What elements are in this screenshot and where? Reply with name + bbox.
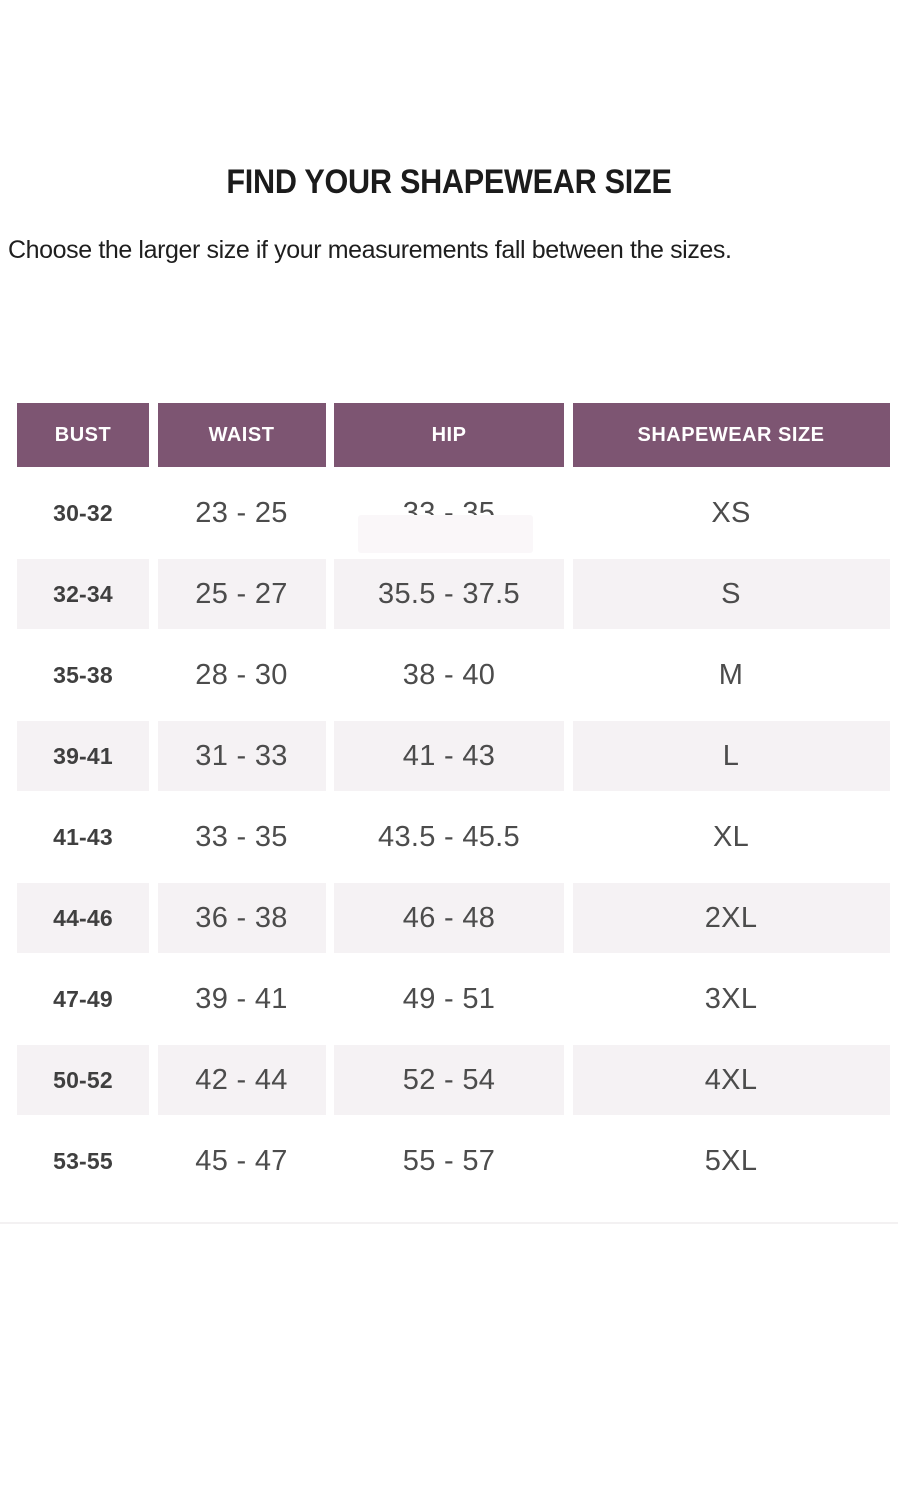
hip-cell: 55 - 57 [402,1144,496,1177]
size-cell: M [718,658,744,691]
hip-cell: 52 - 54 [334,1045,564,1115]
size-cell: 5XL [704,1144,758,1177]
column-header-size: SHAPEWEAR SIZE [572,403,890,467]
size-cell: XL [712,820,750,853]
hip-cell: 41 - 43 [334,721,564,791]
bust-cell: 53-55 [53,1147,113,1174]
bust-cell: 35-38 [53,661,113,688]
size-cell: 2XL [572,883,890,953]
waist-cell: 23 - 25 [195,496,288,529]
hip-cell: 49 - 51 [402,982,496,1015]
size-cell: L [572,721,890,791]
subtitle-note: Choose the larger size if your measureme… [8,236,732,264]
hip-cell: 38 - 40 [402,658,496,691]
size-cell: S [572,559,890,629]
bust-cell: 30-32 [53,499,113,526]
hip-cell: 46 - 48 [334,883,564,953]
waist-cell: 28 - 30 [195,658,288,691]
hip-cell: 43.5 - 45.5 [378,820,520,853]
size-cell: 4XL [572,1045,890,1115]
waist-cell: 39 - 41 [195,982,288,1015]
faint-tab-placeholder [358,515,533,553]
column-header-bust: BUST [17,403,149,467]
size-cell: XS [711,496,751,529]
bust-cell: 39-41 [17,721,149,791]
waist-cell: 31 - 33 [157,721,326,791]
bust-cell: 44-46 [17,883,149,953]
bust-cell: 32-34 [17,559,149,629]
waist-cell: 25 - 27 [157,559,326,629]
hip-cell: 35.5 - 37.5 [334,559,564,629]
bottom-divider [0,1222,898,1224]
waist-cell: 42 - 44 [157,1045,326,1115]
bust-cell: 41-43 [53,823,113,850]
size-table: BUST WAIST HIP SHAPEWEAR SIZE 30-32 23 - 25 33… [17,403,890,1196]
column-header-hip: HIP [334,403,564,467]
size-cell: 3XL [704,982,758,1015]
waist-cell: 36 - 38 [157,883,326,953]
bust-cell: 50-52 [17,1045,149,1115]
column-header-waist: WAIST [157,403,326,467]
page-title: FIND YOUR SHAPEWEAR SIZE [226,163,672,201]
size-guide-page: { "page": { "title": "FIND YOUR SHAPEWEA… [0,163,898,1493]
waist-cell: 45 - 47 [195,1144,288,1177]
bust-cell: 47-49 [53,985,113,1012]
waist-cell: 33 - 35 [195,820,288,853]
